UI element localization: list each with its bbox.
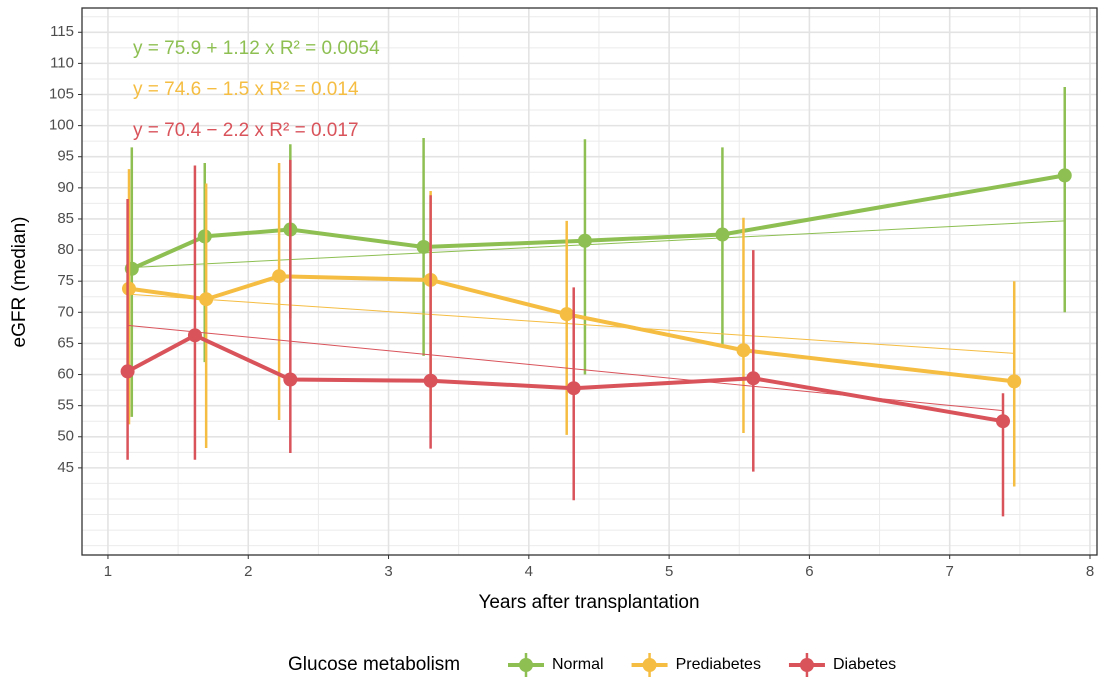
data-point [423,373,438,388]
y-tick-label: 115 [50,23,74,40]
x-tick-label: 1 [104,563,112,580]
data-point [715,227,730,242]
data-point [416,239,431,254]
data-point [577,233,592,248]
y-tick-label: 110 [50,54,74,71]
y-tick-label: 80 [57,241,74,258]
trend-line [131,220,1065,268]
data-point [283,372,298,387]
trend-line [128,293,1015,354]
y-tick-label: 70 [57,303,74,320]
y-tick-label: 95 [57,148,74,165]
x-tick-label: 5 [665,563,673,580]
data-point [996,414,1011,429]
data-point [272,269,287,284]
x-tick-label: 4 [525,563,533,580]
x-tick-label: 3 [384,563,392,580]
data-point [120,364,135,379]
data-point [1007,374,1022,389]
y-tick-label: 100 [49,117,74,134]
data-point [121,281,136,296]
y-tick-label: 60 [57,366,74,383]
regression-annotation: y = 74.6 − 1.5 x R² = 0.014 [133,79,359,100]
y-tick-label: 50 [57,428,74,445]
plot-border [81,7,1098,556]
x-tick-label: 7 [946,563,954,580]
data-point [187,328,202,343]
x-tick-label: 6 [805,563,813,580]
y-tick-label: 45 [57,459,74,476]
data-point [199,292,214,307]
legend-key-point [519,658,533,672]
legend-label: Normal [552,656,604,673]
y-axis-title: eGFR (median) [9,217,30,348]
data-point [559,307,574,322]
legend-key-point [799,658,814,672]
x-tick-label: 8 [1086,563,1094,580]
x-axis-title: Years after transplantation [478,592,699,613]
data-point [566,381,581,396]
y-tick-label: 90 [57,179,74,196]
x-tick-label: 2 [244,563,252,580]
data-point [197,229,212,244]
data-point [746,371,761,386]
y-tick-label: 75 [57,272,74,289]
data-point [736,343,751,358]
legend-title: Glucose metabolism [288,654,460,675]
regression-annotation: y = 75.9 + 1.12 x R² = 0.0054 [133,38,380,59]
y-tick-label: 85 [57,210,74,227]
y-tick-label: 105 [49,85,74,102]
y-tick-label: 55 [57,397,74,414]
legend-label: Diabetes [833,656,896,673]
y-tick-label: 65 [57,334,74,351]
legend-key-point [642,658,657,672]
data-point [1057,168,1072,183]
legend-label: Prediabetes [676,656,761,673]
regression-annotation: y = 70.4 − 2.2 x R² = 0.017 [133,120,359,141]
